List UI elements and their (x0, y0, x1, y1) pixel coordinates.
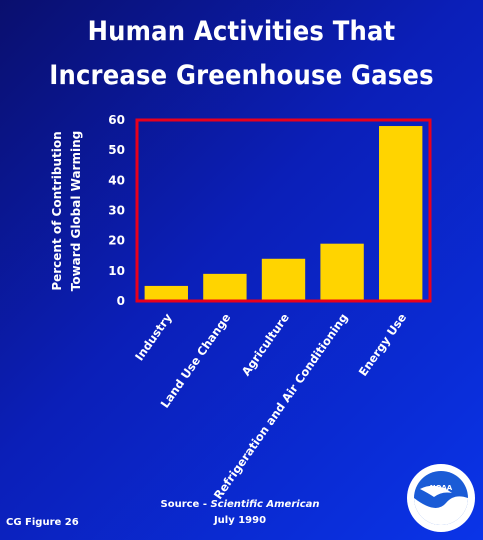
chart-title-line-1: Human Activities That (87, 16, 396, 47)
noaa-logo: NOAA (407, 464, 475, 532)
x-tick-label-refrigeration-and-air-conditioning: Refrigeration and Air Conditioning (211, 311, 351, 502)
y-tick-label-60: 60 (108, 113, 125, 127)
y-tick-label-30: 30 (108, 204, 125, 218)
logo-text: NOAA (430, 484, 453, 492)
y-axis-label: Percent of Contribution Toward Global Wa… (50, 131, 83, 291)
y-tick-label-20: 20 (108, 234, 125, 248)
bar-industry (144, 285, 188, 301)
chart-title-line-2: Increase Greenhouse Gases (49, 60, 434, 91)
bar-agriculture (261, 258, 306, 301)
y-tick-label-0: 0 (117, 294, 125, 308)
y-tick-label-10: 10 (108, 264, 125, 278)
bar-refrigeration-and-air-conditioning (320, 243, 364, 301)
source-publication: Scientific American (210, 499, 320, 510)
source-line-1: Source - Scientific American (150, 498, 330, 512)
y-tick-label-40: 40 (108, 173, 125, 187)
y-axis-ticks: 0 10 20 30 40 50 60 (108, 113, 125, 308)
y-axis-label-line-2: Toward Global Warming (69, 131, 83, 291)
x-tick-label-energy-use: Energy Use (356, 311, 410, 379)
y-tick-label-50: 50 (108, 143, 125, 157)
x-tick-label-agriculture: Agriculture (239, 311, 292, 379)
x-tick-label-industry: Industry (132, 310, 175, 363)
source-prefix: Source - (160, 499, 211, 510)
bar-energy-use (379, 126, 423, 302)
bar-land-use-change (203, 273, 247, 301)
y-axis-label-line-1: Percent of Contribution (50, 131, 64, 290)
source-date: July 1990 (213, 515, 267, 526)
plot-frame (135, 118, 432, 303)
figure-label: CG Figure 26 (6, 517, 79, 528)
bars (144, 126, 423, 302)
